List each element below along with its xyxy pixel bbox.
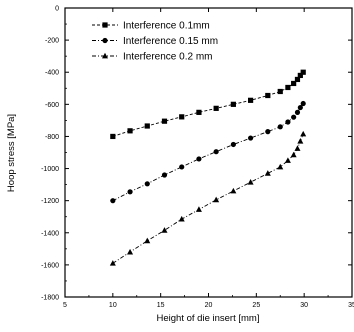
data-point xyxy=(161,227,168,233)
data-point xyxy=(300,100,306,107)
series-2 xyxy=(110,100,306,204)
data-point xyxy=(285,119,291,125)
x-tick-label: 25 xyxy=(252,302,260,309)
data-point xyxy=(294,76,301,83)
x-tick-label: 20 xyxy=(205,302,213,309)
legend-item: Interference 0.2 mm xyxy=(92,52,212,63)
y-tick-label: -400 xyxy=(45,70,59,77)
y-tick-label: -1800 xyxy=(41,295,59,302)
y-tick-label: -600 xyxy=(45,102,59,109)
data-point xyxy=(110,133,116,140)
x-tick-label: 5 xyxy=(63,302,67,309)
data-point xyxy=(297,72,303,79)
data-point xyxy=(265,92,271,99)
data-point xyxy=(230,187,237,194)
data-point xyxy=(300,130,307,137)
data-point xyxy=(144,237,151,244)
legend-marker xyxy=(102,37,108,44)
data-point xyxy=(277,163,284,170)
data-point xyxy=(230,101,236,107)
legend-label: Interference 0.15 mm xyxy=(123,36,218,47)
data-point xyxy=(178,215,185,222)
x-tick-label: 35 xyxy=(348,302,354,309)
data-point xyxy=(277,88,283,95)
data-point xyxy=(297,104,303,111)
data-point xyxy=(300,69,306,75)
series-1 xyxy=(110,69,306,140)
legend-label: Interference 0.2 mm xyxy=(123,52,212,63)
data-point xyxy=(247,179,254,185)
data-point xyxy=(277,124,283,130)
data-point xyxy=(294,109,301,115)
data-point xyxy=(127,128,133,134)
data-point xyxy=(285,84,291,91)
y-tick-label: 0 xyxy=(55,6,59,13)
data-point xyxy=(213,149,219,155)
data-point xyxy=(247,135,254,141)
data-point xyxy=(109,260,116,266)
legend-item: Interference 0.15 mm xyxy=(92,36,218,47)
data-point xyxy=(297,138,304,144)
data-point xyxy=(264,170,271,176)
data-point xyxy=(213,105,219,111)
y-tick-label: -1400 xyxy=(41,230,59,237)
data-point xyxy=(144,181,150,187)
y-tick-label: -800 xyxy=(45,134,59,141)
x-axis-title: Height of die insert [mm] xyxy=(157,313,260,324)
legend-label: Interference 0.1mm xyxy=(123,21,210,32)
data-point xyxy=(213,196,220,203)
x-tick-label: 30 xyxy=(300,302,308,309)
data-point xyxy=(195,206,202,212)
data-point xyxy=(161,172,168,178)
y-axis-title: Hoop stress [MPa] xyxy=(6,114,17,192)
data-point xyxy=(291,80,297,87)
data-point xyxy=(291,114,297,120)
y-tick-label: -1000 xyxy=(41,166,59,173)
data-point xyxy=(110,198,116,204)
legend-item: Interference 0.1mm xyxy=(92,21,210,32)
series-line xyxy=(112,133,304,264)
series-line xyxy=(112,103,304,202)
data-point xyxy=(230,141,236,148)
axes: 5 10 15 20 25 30 35 0 -200 -400 -600 -800 -1000 -1200… xyxy=(41,6,354,310)
x-tick-label: 15 xyxy=(157,302,165,309)
data-point xyxy=(179,114,185,120)
series-3 xyxy=(109,130,307,266)
data-point xyxy=(247,97,254,103)
data-point xyxy=(196,109,202,115)
x-tick-label: 10 xyxy=(109,302,117,309)
series-line xyxy=(112,71,304,137)
y-tick-label: -1200 xyxy=(41,198,59,205)
data-point xyxy=(196,156,202,162)
legend: Interference 0.1mm Interference 0.15 mm In… xyxy=(92,21,218,63)
y-tick-label: -1600 xyxy=(41,262,59,269)
data-point xyxy=(127,189,133,195)
data-point xyxy=(290,151,297,158)
data-point xyxy=(144,123,150,129)
data-point xyxy=(265,129,271,135)
data-point xyxy=(161,118,168,124)
data-point xyxy=(294,145,301,151)
legend-marker xyxy=(102,22,108,28)
data-point xyxy=(179,164,185,170)
data-point xyxy=(284,157,291,163)
series-layer xyxy=(109,69,307,266)
data-point xyxy=(127,248,134,255)
y-tick-label: -200 xyxy=(45,38,59,45)
legend-marker xyxy=(102,52,108,59)
